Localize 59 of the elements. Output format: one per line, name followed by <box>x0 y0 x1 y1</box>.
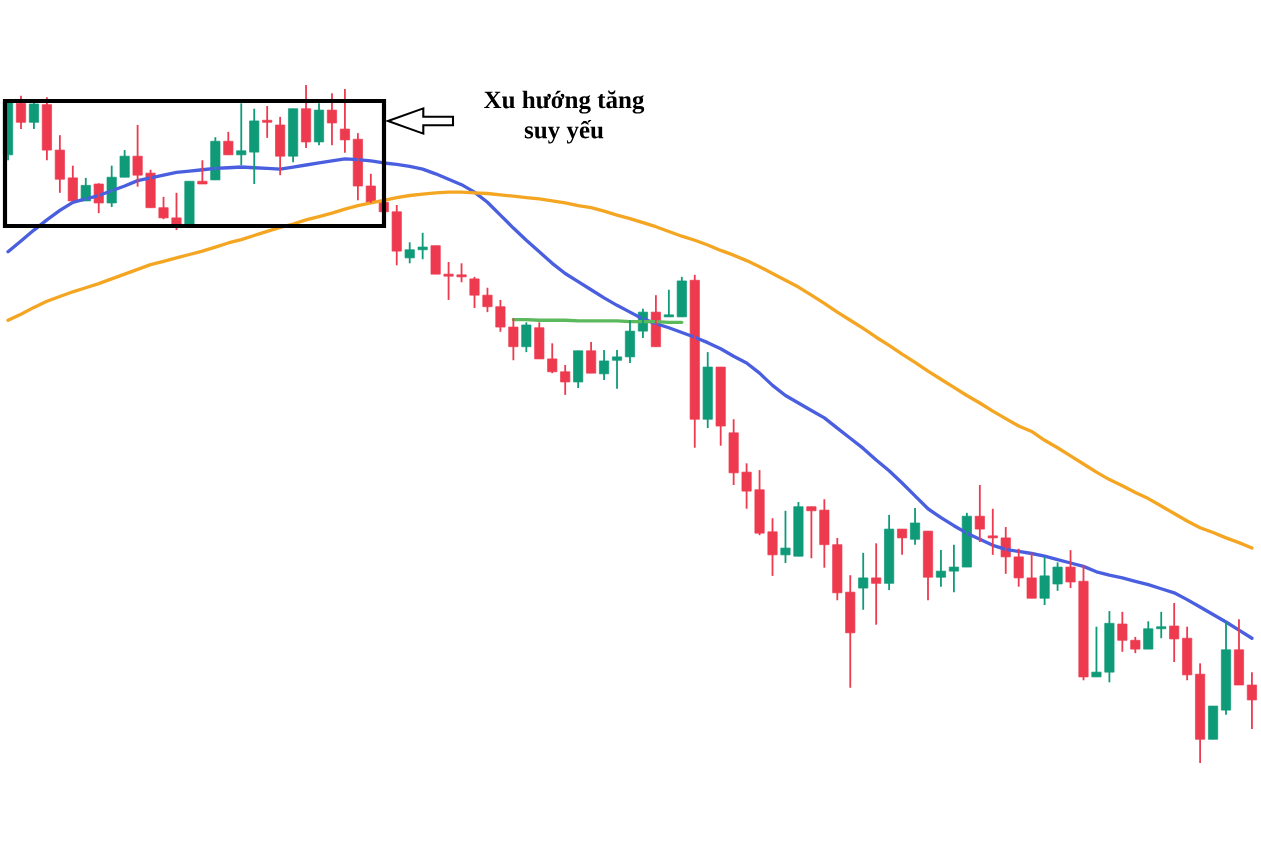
candlestick <box>158 195 169 221</box>
candlestick <box>430 244 441 276</box>
candlestick <box>236 102 247 166</box>
candlestick <box>754 469 765 537</box>
candlestick <box>948 543 959 594</box>
candlestick <box>391 204 402 267</box>
candlestick <box>495 299 506 333</box>
candlestick <box>534 321 545 360</box>
candlestick <box>767 517 778 577</box>
candlestick <box>832 536 843 602</box>
candlestick <box>456 262 467 284</box>
candlestick <box>728 418 739 486</box>
candlestick <box>404 241 415 265</box>
candlestick <box>197 159 208 185</box>
candlestick <box>469 275 480 309</box>
candlestick <box>715 366 726 447</box>
candlestick <box>1026 551 1037 600</box>
candlestick <box>780 509 791 564</box>
candlestick <box>663 288 674 318</box>
candlestick <box>741 462 752 510</box>
annotation: Xu hướng tăng suy yếu <box>484 90 645 144</box>
candlestick <box>897 528 908 556</box>
candlestick <box>987 507 998 556</box>
candlestick <box>145 168 156 209</box>
candlestick <box>793 501 804 558</box>
candlestick <box>560 364 571 396</box>
candlestick <box>1013 547 1024 588</box>
candlestick <box>1065 549 1076 589</box>
candlestick <box>249 107 260 185</box>
candlestick <box>417 231 428 261</box>
candlestick <box>482 286 493 314</box>
candlestick <box>119 149 130 179</box>
candlestick <box>132 124 143 188</box>
candlestick <box>1156 610 1167 640</box>
candlestick <box>819 498 830 569</box>
candlestick <box>547 342 558 375</box>
candlestick <box>1078 564 1089 682</box>
candlestick <box>1052 561 1063 592</box>
candlestick <box>702 351 713 429</box>
candlestick <box>1130 635 1141 655</box>
candlestick <box>676 275 687 318</box>
candlestick <box>171 191 182 231</box>
candlestick <box>1104 610 1115 684</box>
candlestick <box>871 542 882 626</box>
candlestick <box>1143 620 1154 651</box>
candlestick <box>184 180 195 225</box>
candlestick <box>1169 602 1180 663</box>
candlestick <box>443 261 454 301</box>
candlestick <box>845 574 856 689</box>
candlestick <box>508 317 519 362</box>
candlestick <box>1091 625 1102 678</box>
candlestick <box>935 549 946 588</box>
candlestick <box>806 505 817 560</box>
candlestick <box>858 551 869 611</box>
candlestick <box>612 349 623 390</box>
candlestick <box>521 321 532 354</box>
candlestick <box>1039 555 1050 606</box>
candlestick <box>1117 610 1128 653</box>
candlestick <box>339 88 350 154</box>
